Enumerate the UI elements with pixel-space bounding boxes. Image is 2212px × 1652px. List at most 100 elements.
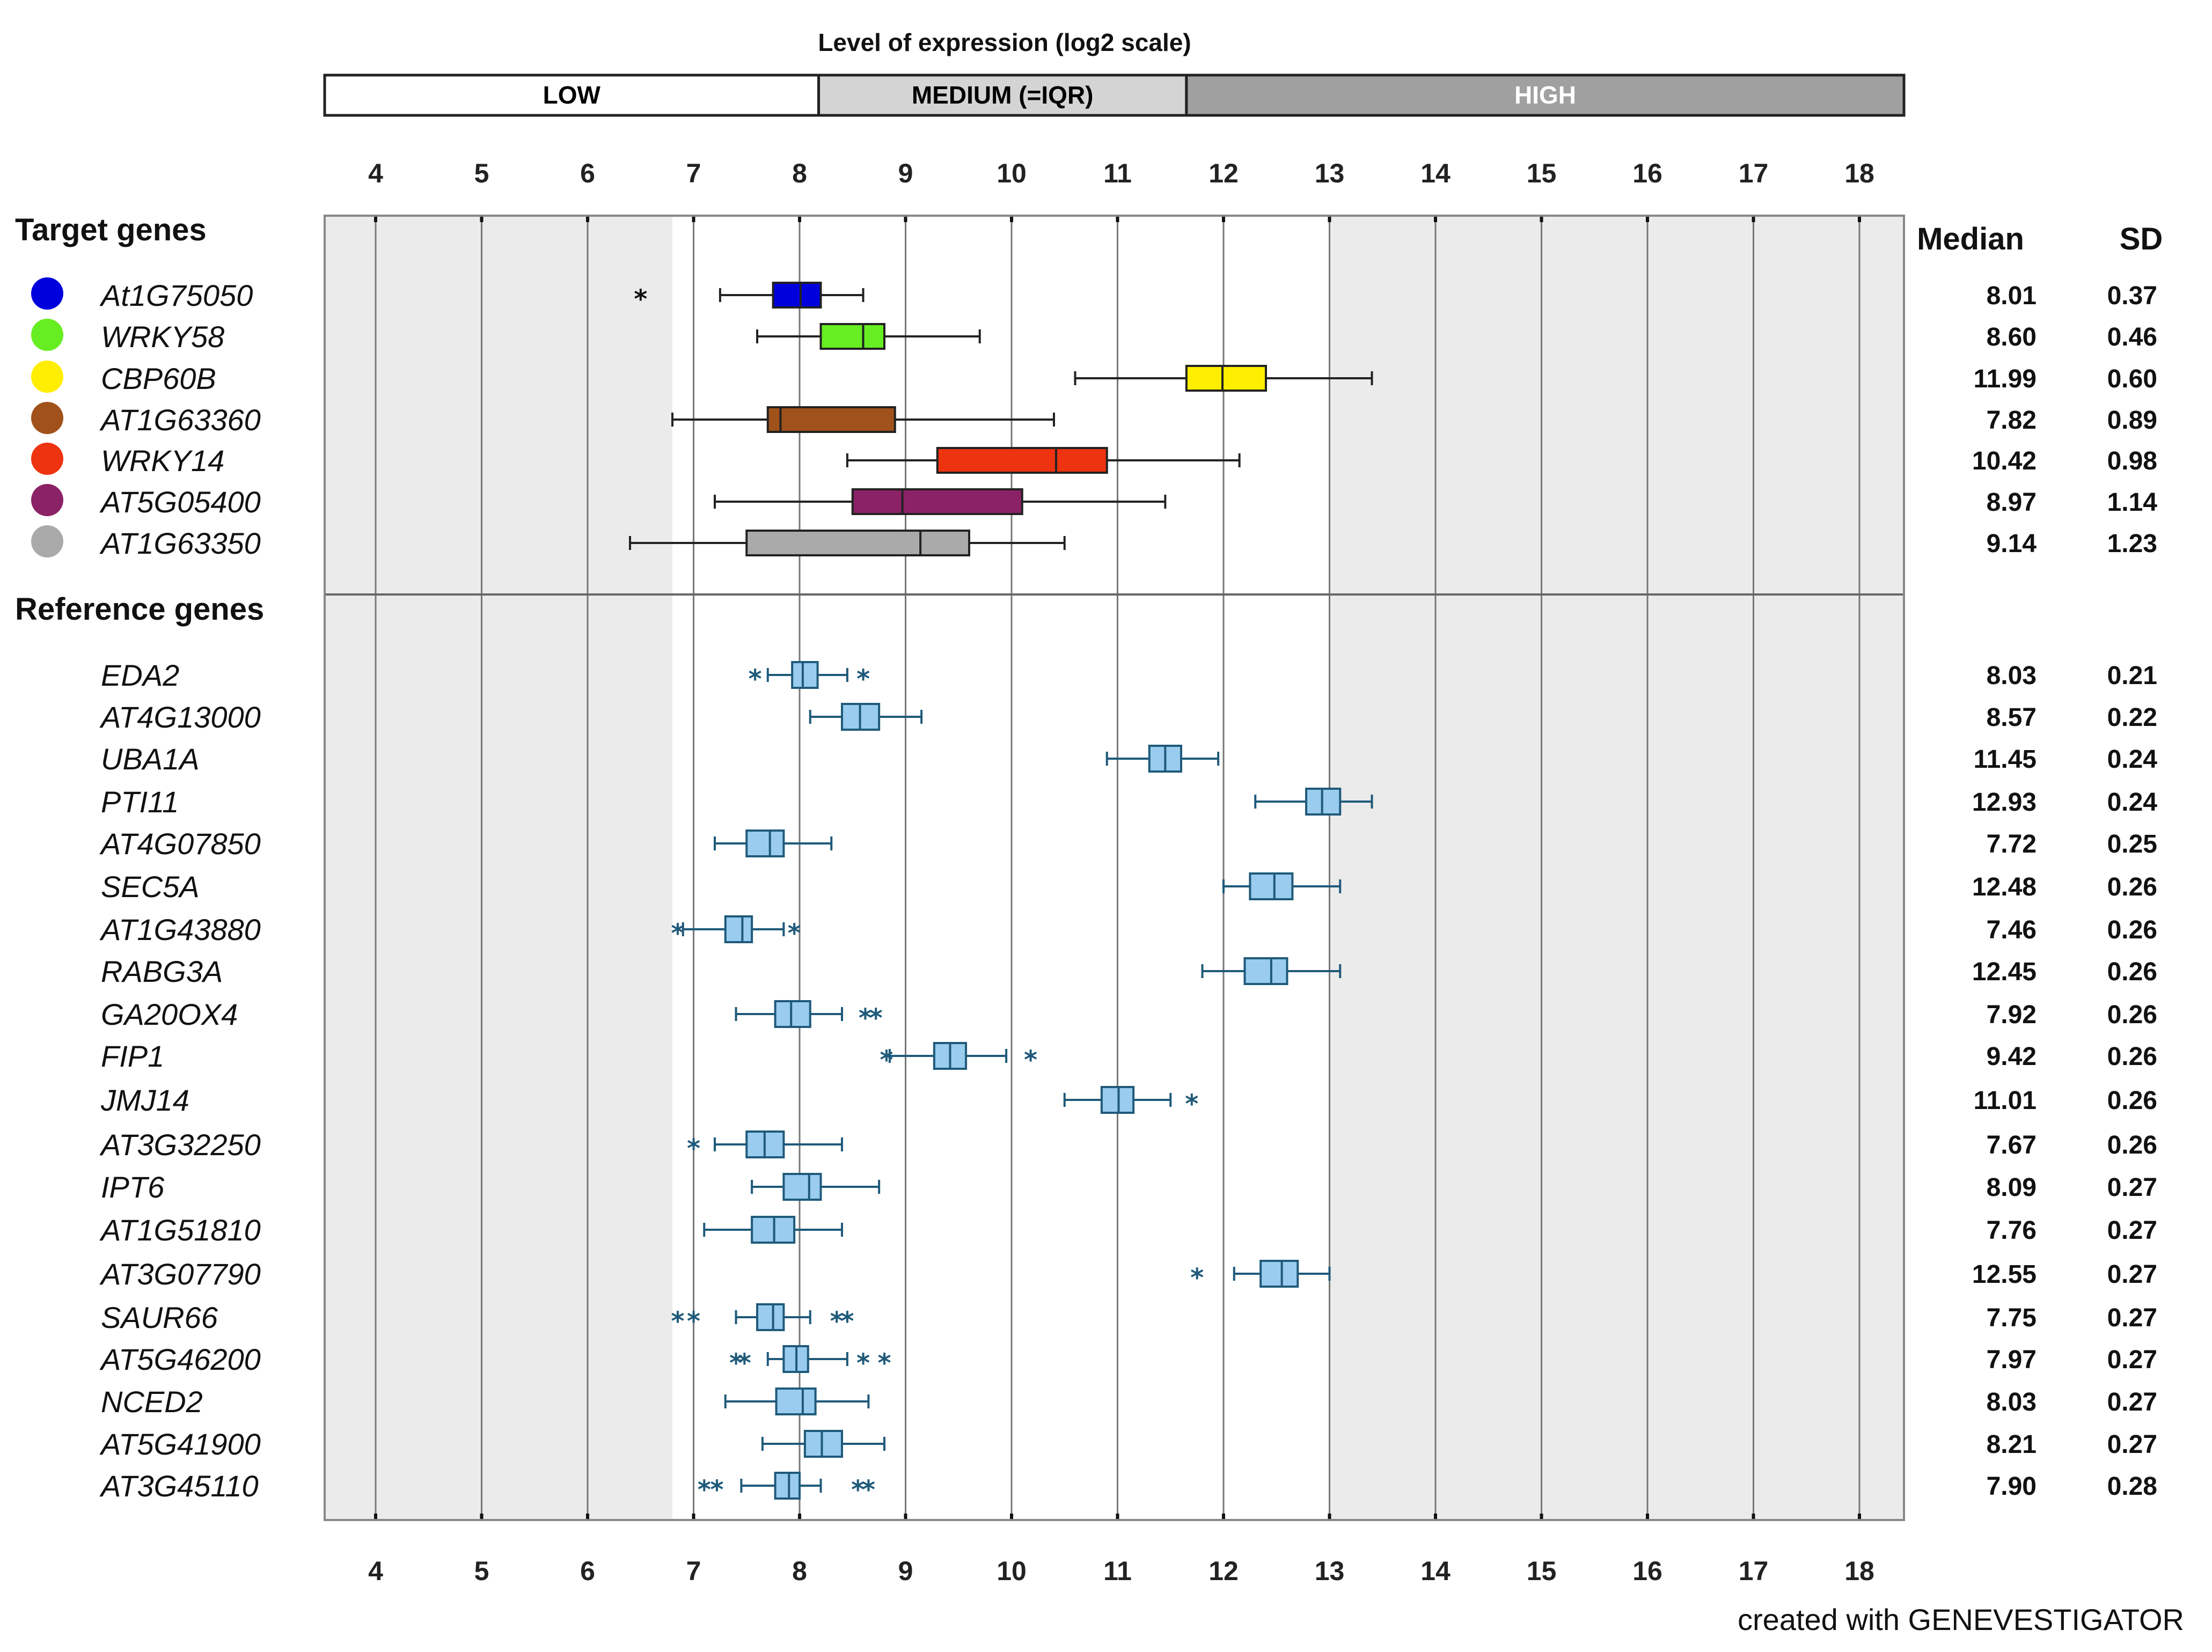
gene-row: ****	[729, 1345, 891, 1378]
gene-row: *	[687, 1130, 843, 1164]
gene-label: AT3G45110	[99, 1469, 259, 1503]
gene-row	[751, 1173, 881, 1201]
gene-label: AT1G51810	[99, 1213, 261, 1247]
iqr-box	[724, 915, 753, 943]
top-tick-label: 15	[1527, 158, 1557, 188]
bottom-tick-label: 15	[1527, 1556, 1557, 1586]
bottom-tick-label: 18	[1844, 1556, 1874, 1586]
gene-label: AT5G46200	[99, 1342, 261, 1376]
top-tick-label: 13	[1315, 158, 1345, 188]
bottom-tick-label: 12	[1208, 1556, 1239, 1586]
outlier-marker: *	[687, 1306, 700, 1337]
median-value: 10.42	[1972, 447, 2037, 475]
outlier-marker: *	[1024, 1045, 1037, 1075]
bottom-tick-label: 10	[997, 1556, 1027, 1586]
median-value: 8.97	[1987, 488, 2037, 517]
level-segment-1	[817, 74, 1188, 117]
chart-title: Level of expression (log2 scale)	[818, 28, 1191, 56]
gene-row	[671, 406, 1055, 433]
gene-row: **	[880, 1042, 1037, 1075]
gene-label: SAUR66	[101, 1301, 218, 1334]
median-column-header: Median	[1917, 222, 2024, 256]
outlier-marker: *	[862, 1475, 875, 1505]
bottom-tick-label: 11	[1103, 1556, 1132, 1586]
gene-label: AT5G41900	[99, 1427, 261, 1461]
legend-dot	[31, 484, 63, 516]
gene-label: AT4G07850	[99, 827, 261, 861]
sd-value: 0.26	[2107, 1131, 2157, 1159]
target-genes-heading: Target genes	[15, 212, 207, 247]
gene-label: GA20OX4	[101, 997, 238, 1031]
gene-label: NCED2	[101, 1385, 203, 1419]
gene-row	[846, 447, 1241, 474]
gene-row: **	[748, 661, 870, 694]
sd-value: 0.27	[2107, 1388, 2157, 1416]
gene-row	[809, 703, 923, 731]
sd-value: 0.27	[2107, 1216, 2157, 1245]
median-value: 12.93	[1972, 788, 2037, 817]
gene-row: *	[1190, 1260, 1331, 1293]
gene-row	[1105, 745, 1220, 773]
gene-label: WRKY14	[101, 444, 224, 478]
sd-value: 0.26	[2107, 916, 2157, 944]
gene-label: PTI11	[101, 785, 179, 819]
top-tick-label: 14	[1420, 158, 1451, 188]
gene-label: AT1G63360	[99, 403, 261, 437]
sd-value: 0.26	[2107, 1001, 2157, 1029]
outlier-marker: *	[1185, 1089, 1198, 1119]
sd-value: 0.27	[2107, 1346, 2157, 1374]
gene-row: **	[671, 915, 801, 949]
gene-labels: Target genes At1G75050 WRKY58 CBP60B AT1G633…	[15, 212, 264, 1503]
top-tick-label: 5	[474, 158, 489, 188]
sd-value: 1.23	[2107, 530, 2157, 558]
bottom-tick-label: 13	[1315, 1556, 1345, 1586]
median-value: 8.09	[1987, 1173, 2037, 1202]
legend-dot	[31, 319, 63, 351]
outlier-marker: *	[788, 919, 801, 949]
gene-row: *	[634, 282, 865, 314]
gene-label: FIP1	[101, 1039, 164, 1073]
bottom-tick-label: 14	[1420, 1556, 1451, 1586]
sd-value: 0.26	[2107, 873, 2157, 901]
outlier-marker: *	[880, 1045, 893, 1075]
sd-value: 0.22	[2107, 703, 2157, 732]
gene-label: AT5G05400	[99, 485, 261, 519]
iqr-box	[1185, 365, 1267, 392]
sd-value: 0.26	[2107, 1086, 2157, 1115]
top-tick-label: 10	[997, 158, 1027, 188]
bottom-axis-tick-labels: 4 5 6 7 8 9 10 11 12 13 14 15 16 17 18	[368, 1556, 1874, 1586]
bottom-tick-label: 16	[1632, 1556, 1662, 1586]
gene-row	[714, 488, 1167, 515]
median-sd-columns: Median SD 8.01 0.37 8.60 0.46 11.99 0.60 7.82 0…	[1917, 222, 2163, 1501]
median-value: 7.67	[1987, 1131, 2037, 1159]
sd-value: 0.27	[2107, 1430, 2157, 1459]
top-tick-label: 7	[686, 158, 701, 188]
iqr-box	[772, 282, 822, 309]
level-segment-0	[323, 74, 821, 117]
iqr-box	[745, 530, 970, 556]
outlier-marker: *	[634, 284, 647, 314]
outlier-marker: *	[687, 1134, 700, 1164]
outlier-marker: *	[877, 1348, 891, 1378]
top-tick-label: 9	[898, 158, 913, 188]
median-value: 7.97	[1987, 1346, 2037, 1374]
iqr-box	[756, 1303, 785, 1331]
legend-dot	[31, 525, 63, 557]
outlier-marker: *	[671, 919, 684, 949]
sd-column-header: SD	[2120, 222, 2163, 256]
median-value: 9.42	[1987, 1042, 2037, 1071]
bottom-tick-label: 4	[368, 1556, 383, 1586]
gene-row	[1222, 872, 1342, 900]
sd-value: 0.27	[2107, 1304, 2157, 1332]
median-value: 8.21	[1987, 1430, 2037, 1459]
outlier-marker: *	[710, 1475, 723, 1505]
sd-value: 0.27	[2107, 1173, 2157, 1202]
sd-value: 0.26	[2107, 1042, 2157, 1071]
outlier-marker: *	[856, 1348, 870, 1378]
top-tick-label: 11	[1103, 158, 1132, 188]
outlier-marker: *	[869, 1003, 883, 1033]
outlier-marker: *	[671, 1306, 684, 1337]
gene-row	[703, 1216, 843, 1244]
gene-label: CBP60B	[101, 362, 216, 395]
